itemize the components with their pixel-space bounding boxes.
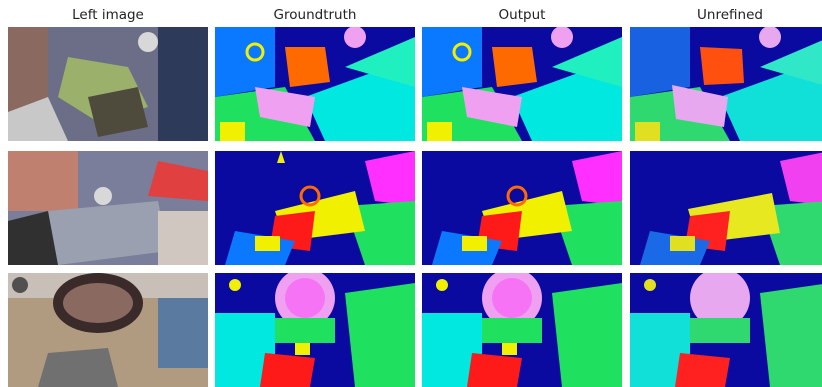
column-header-left-image: Left image: [72, 7, 144, 23]
row2-output: [422, 151, 622, 265]
row3-left-image: [8, 273, 208, 387]
row1-left-image: [8, 27, 208, 141]
row3-groundtruth: [215, 273, 415, 387]
column-header-output: Output: [498, 7, 546, 23]
row2-left-image: [8, 151, 208, 265]
row1-unrefined: [630, 27, 822, 141]
row3-unrefined: [630, 273, 822, 387]
column-header-unrefined: Unrefined: [697, 7, 763, 23]
row1-groundtruth: [215, 27, 415, 141]
row2-unrefined: [630, 151, 822, 265]
row1-output: [422, 27, 622, 141]
column-header-groundtruth: Groundtruth: [273, 7, 357, 23]
row2-groundtruth: [215, 151, 415, 265]
row3-output: [422, 273, 622, 387]
